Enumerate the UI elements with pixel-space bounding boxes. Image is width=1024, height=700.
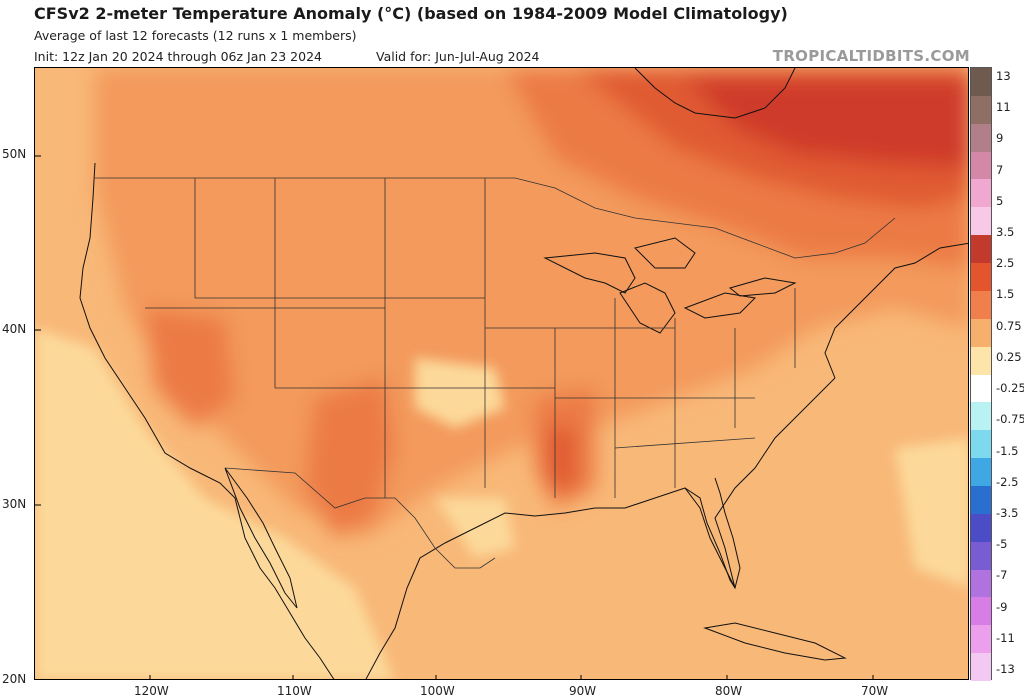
colorbar-segment xyxy=(971,430,991,459)
colorbar-label: -9 xyxy=(996,599,1008,614)
colorbar-segment xyxy=(971,346,991,375)
colorbar-segment xyxy=(971,318,991,348)
colorbar-label: -5 xyxy=(996,537,1008,552)
interior-borders xyxy=(145,178,796,498)
lat-label-40n: 40N xyxy=(2,322,27,336)
colorbar-label: -2.5 xyxy=(996,474,1019,489)
baja-peninsula xyxy=(224,467,298,609)
great-lakes xyxy=(543,237,797,334)
west-coast xyxy=(79,162,335,679)
gulf-coast xyxy=(365,377,836,679)
cuba xyxy=(703,622,847,661)
hudson-bay-coast xyxy=(634,68,796,119)
colorbar-label: 11 xyxy=(996,100,1011,115)
colorbar-segment xyxy=(971,123,991,153)
colorbar-segment xyxy=(971,207,991,236)
colorbar-segment xyxy=(971,485,991,515)
lon-label-110w: 110W xyxy=(277,684,312,698)
colorbar-segment xyxy=(971,653,991,682)
colorbar-label: 13 xyxy=(996,69,1011,83)
colorbar-segment xyxy=(971,179,991,208)
field-central-cool xyxy=(415,358,505,428)
chart-subtitle: Average of last 12 forecasts (12 runs x … xyxy=(34,28,357,43)
colorbar-segment xyxy=(971,151,991,180)
florida xyxy=(684,477,741,590)
lon-label-100w: 100W xyxy=(420,684,455,698)
lon-label-70w: 70W xyxy=(861,684,889,698)
chart-title: CFSv2 2-meter Temperature Anomaly (°C) (… xyxy=(34,4,788,23)
mexico-us-border xyxy=(224,467,496,569)
anomaly-map xyxy=(34,67,969,680)
graticule-ticks xyxy=(35,155,874,679)
colorbar-label: -0.25 xyxy=(996,381,1024,396)
colorbar-label: 7 xyxy=(996,162,1004,177)
lon-label-90w: 90W xyxy=(569,684,597,698)
colorbar-label: -0.75 xyxy=(996,412,1024,427)
field-mississippi-hot xyxy=(545,428,575,488)
brand-watermark: TROPICALTIDBITS.COM xyxy=(772,47,970,65)
coastlines xyxy=(79,68,968,679)
colorbar-segment xyxy=(971,513,991,543)
field-atlantic-cool xyxy=(895,438,968,588)
colorbar-segment xyxy=(971,95,991,125)
colorbar-label: 1.5 xyxy=(996,287,1015,302)
canada-us-border xyxy=(95,177,896,259)
colorbar-label: -13 xyxy=(996,662,1015,676)
lat-label-20n: 20N xyxy=(2,672,27,686)
anomaly-map-canvas xyxy=(35,68,968,679)
colorbar-label: 5 xyxy=(996,193,1004,208)
field-nevada-warm xyxy=(145,308,235,428)
colorbar-segment xyxy=(971,68,991,97)
east-coast xyxy=(824,242,968,379)
lon-label-80w: 80W xyxy=(715,684,743,698)
lon-label-120w: 120W xyxy=(134,684,169,698)
colorbar-segment xyxy=(971,263,991,292)
colorbar-segment xyxy=(971,597,991,626)
colorbar-label: 2.5 xyxy=(996,256,1015,271)
colorbar-label: 0.75 xyxy=(996,318,1022,333)
colorbar-segment xyxy=(971,402,991,431)
init-time-label: Init: 12z Jan 20 2024 through 06z Jan 23… xyxy=(34,49,322,64)
colorbar-label: 9 xyxy=(996,131,1004,146)
field-pacific-cool xyxy=(35,328,395,679)
colorbar-label: 0.25 xyxy=(996,349,1022,364)
colorbar-segment xyxy=(971,541,991,571)
colorbar-label: -3.5 xyxy=(996,505,1019,520)
colorbar-segment xyxy=(971,625,991,654)
colorbar-segment xyxy=(971,235,991,264)
colorbar-segment xyxy=(971,569,991,598)
colorbar-label: 3.5 xyxy=(996,225,1015,240)
colorbar-segment xyxy=(971,374,991,403)
state-borders xyxy=(95,177,896,569)
lat-label-30n: 30N xyxy=(2,497,27,511)
colorbar-legend xyxy=(970,67,992,682)
field-hudson-core xyxy=(685,78,968,168)
colorbar-label: -1.5 xyxy=(996,443,1019,458)
colorbar-label: -7 xyxy=(996,568,1008,583)
colorbar-label: -11 xyxy=(996,630,1015,645)
colorbar-segment xyxy=(971,458,991,487)
valid-period-label: Valid for: Jun-Jul-Aug 2024 xyxy=(376,49,540,64)
colorbar-segment xyxy=(971,290,991,320)
lat-label-50n: 50N xyxy=(2,147,27,161)
